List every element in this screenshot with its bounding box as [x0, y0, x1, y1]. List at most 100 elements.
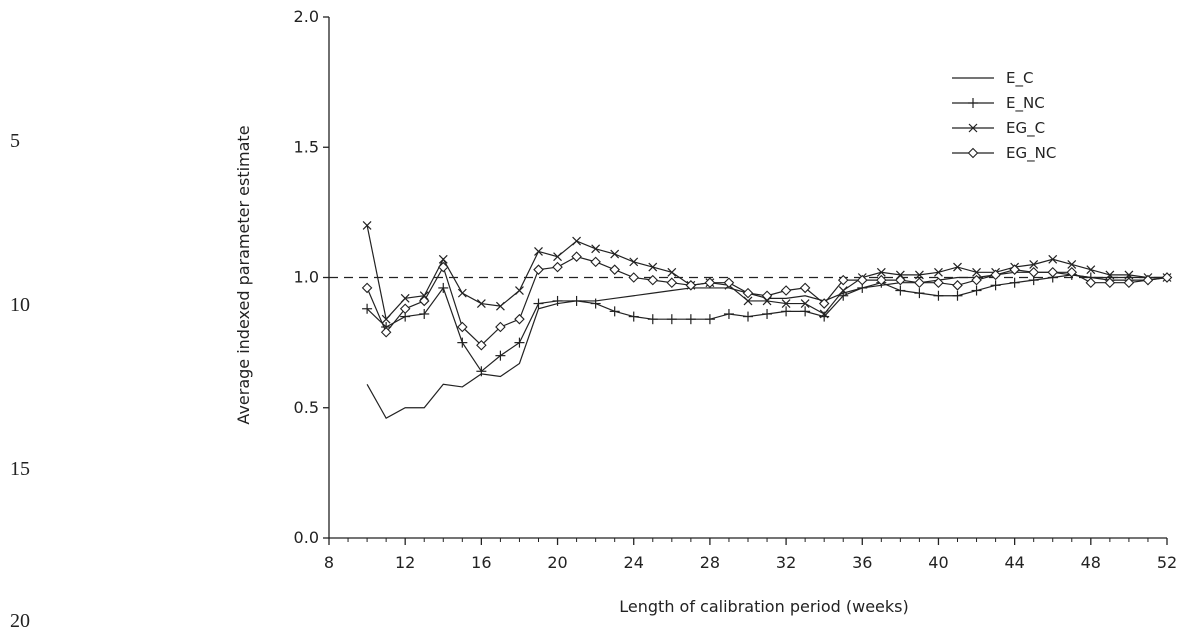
chart-legend: E_C E_NC EG_C EG_NC — [952, 69, 1056, 163]
y-tick-label: 0.0 — [294, 528, 319, 547]
x-marker — [743, 296, 753, 306]
x-tick-label: 32 — [776, 553, 796, 572]
diamond-marker — [933, 277, 944, 288]
x-marker — [838, 286, 848, 295]
x-marker — [953, 262, 962, 272]
diamond-marker — [361, 282, 373, 294]
y-tick-label: 1.5 — [294, 137, 319, 156]
x-tick-label: 48 — [1081, 553, 1101, 572]
x-marker — [934, 267, 943, 277]
legend-item-e-c: E_C — [952, 69, 1033, 88]
x-marker — [819, 309, 829, 319]
x-tick-label: 12 — [395, 553, 415, 572]
diamond-marker — [1066, 267, 1078, 278]
diamond-marker — [967, 147, 979, 159]
x-marker — [1048, 254, 1058, 264]
y-tick-label: 0.5 — [294, 398, 319, 417]
diamond-marker — [1085, 277, 1097, 288]
series-e-nc — [362, 269, 1172, 377]
x-marker — [400, 293, 410, 303]
x-marker — [1029, 260, 1039, 269]
diamond-marker — [876, 274, 887, 286]
x-marker — [476, 299, 486, 308]
x-marker — [914, 270, 924, 280]
diamond-marker — [628, 272, 640, 283]
series-eg-nc — [361, 251, 1173, 351]
diamond-marker — [952, 280, 963, 291]
x-marker — [610, 249, 620, 259]
x-tick-label: 24 — [624, 553, 644, 572]
legend-item-e-nc: E_NC — [952, 94, 1045, 113]
diamond-marker — [914, 277, 925, 288]
diamond-marker — [1009, 264, 1020, 275]
legend-label: EG_C — [1006, 119, 1045, 138]
diamond-marker — [761, 290, 773, 302]
x-marker — [648, 262, 658, 272]
x-marker — [1105, 270, 1115, 280]
diamond-marker — [647, 274, 659, 286]
diamond-marker — [990, 269, 1001, 281]
x-marker — [515, 286, 524, 295]
diamond-marker — [609, 264, 620, 275]
x-marker — [495, 301, 505, 311]
x-tick-label: 28 — [700, 553, 720, 572]
diamond-marker — [1104, 277, 1116, 288]
diamond-marker — [552, 261, 563, 273]
x-marker — [667, 267, 677, 277]
x-marker — [572, 236, 582, 246]
x-tick-label: 52 — [1157, 553, 1177, 572]
diamond-marker — [666, 277, 678, 288]
diamond-marker — [457, 321, 468, 333]
diamond-marker — [590, 256, 601, 268]
x-marker — [534, 247, 543, 256]
diamond-marker — [742, 287, 754, 299]
x-marker — [591, 244, 601, 254]
diamond-marker — [514, 313, 525, 325]
diamond-marker — [704, 277, 716, 288]
diamond-marker — [437, 261, 449, 273]
diamond-marker — [780, 285, 792, 296]
diamond-marker — [476, 339, 487, 351]
x-tick-label: 40 — [928, 553, 948, 572]
x-marker — [438, 254, 448, 264]
x-marker — [362, 220, 372, 230]
diamond-marker — [1123, 277, 1135, 288]
x-marker — [800, 299, 810, 308]
chart-axes: 0.0 0.5 1.0 1.5 2.0 8 12 16 20 24 28 32 36 40 44 48 52 — [294, 7, 1178, 572]
diamond-marker — [1142, 274, 1154, 286]
series-eg-c — [362, 220, 1172, 324]
diamond-marker — [895, 274, 906, 286]
x-marker — [876, 267, 886, 277]
x-tick-label: 16 — [471, 553, 491, 572]
diamond-marker — [799, 282, 811, 294]
diamond-marker — [971, 274, 982, 286]
diamond-marker — [856, 274, 868, 286]
x-axis-title: Length of calibration period (weeks) — [619, 597, 908, 616]
diamond-marker — [1161, 272, 1173, 283]
x-marker — [553, 252, 562, 262]
legend-item-eg-c: EG_C — [952, 119, 1045, 138]
diamond-marker — [685, 280, 697, 291]
line-number-5: 5 — [10, 130, 20, 152]
x-marker — [781, 299, 791, 308]
diamond-marker — [837, 274, 849, 286]
x-tick-label: 36 — [852, 553, 872, 572]
series-line — [366, 274, 1168, 373]
x-tick-label: 8 — [324, 553, 334, 572]
series-layer — [361, 220, 1173, 419]
x-marker — [629, 257, 639, 267]
diamond-marker — [380, 326, 392, 338]
diamond-marker — [533, 264, 544, 275]
diamond-marker — [495, 321, 506, 333]
diamond-marker — [399, 303, 411, 315]
diamond-marker — [418, 295, 430, 307]
diamond-marker — [818, 298, 830, 309]
x-marker — [457, 288, 467, 298]
x-marker — [381, 314, 391, 324]
diamond-marker — [1028, 267, 1039, 278]
x-marker — [1124, 270, 1134, 280]
x-marker — [1067, 260, 1077, 269]
legend-label: E_NC — [1006, 94, 1045, 113]
x-marker — [968, 123, 978, 133]
